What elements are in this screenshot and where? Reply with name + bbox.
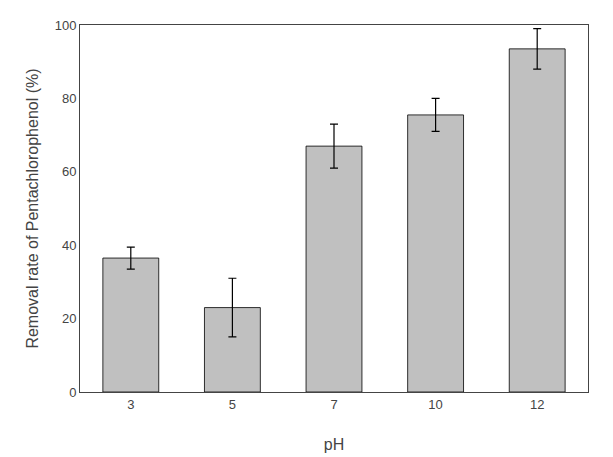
svg-text:7: 7 [330, 397, 337, 412]
svg-text:10: 10 [428, 397, 442, 412]
svg-text:100: 100 [55, 18, 77, 33]
svg-text:3: 3 [127, 397, 134, 412]
svg-text:40: 40 [62, 238, 76, 253]
svg-text:Removal rate of Pentachlorophe: Removal rate of Pentachlorophenol (%) [24, 68, 41, 348]
svg-text:12: 12 [530, 397, 544, 412]
svg-text:pH: pH [324, 436, 344, 453]
svg-text:20: 20 [62, 311, 76, 326]
svg-text:5: 5 [229, 397, 236, 412]
svg-text:60: 60 [62, 164, 76, 179]
svg-text:80: 80 [62, 91, 76, 106]
svg-text:0: 0 [69, 385, 76, 400]
